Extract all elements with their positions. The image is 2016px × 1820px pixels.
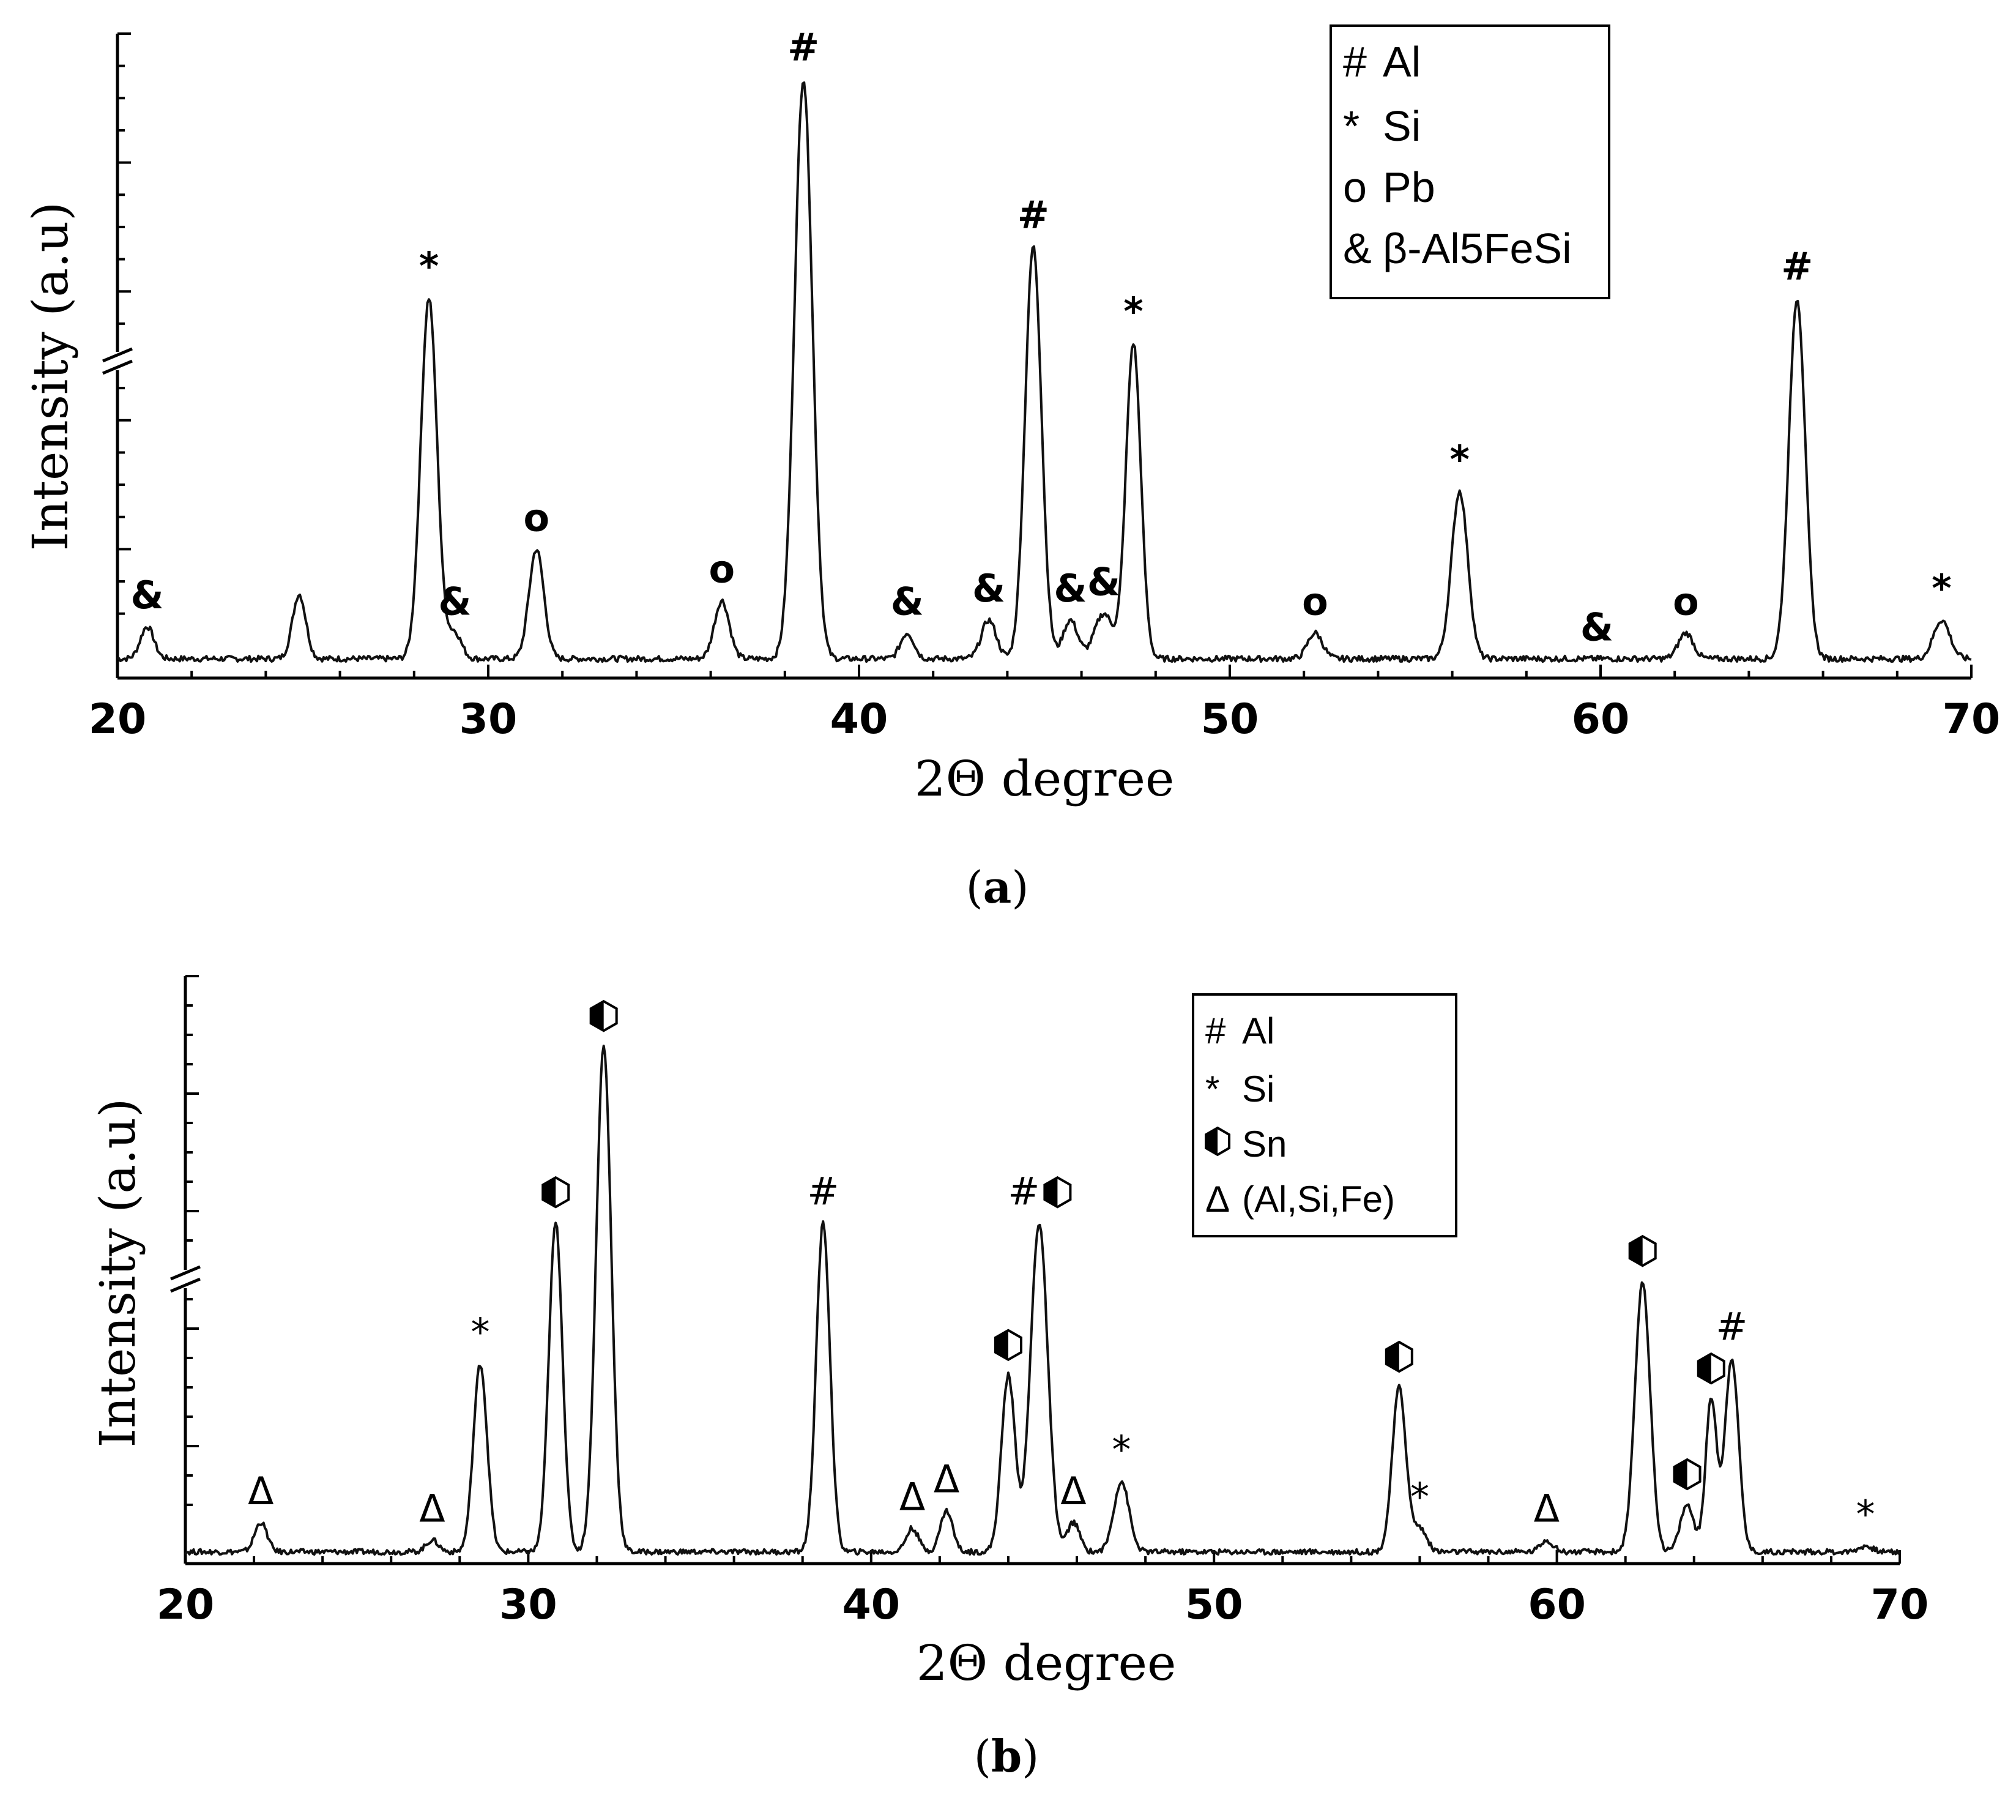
panel-b: 20 30 40 50 60 70 Δ Δ*#Δ Δ#Δ** Δ#* 2Θ degree Int…	[89, 975, 1929, 1782]
panel-b-sn-marker-icon	[1673, 1458, 1702, 1491]
panel-a-peak-marker: #	[787, 25, 819, 70]
legend-b-si-label: Si	[1242, 1069, 1274, 1110]
panel-a-peak-marker: *	[1123, 289, 1143, 334]
panel-b-x-tick-label: 20	[157, 1581, 215, 1629]
panel-a-peak-marker: *	[419, 244, 439, 289]
caption-b: (b)	[974, 1730, 1040, 1782]
panel-a-axis-break	[102, 347, 133, 375]
panel-a-peak-marker: &	[130, 573, 163, 617]
legend-a-al5fesi-label: β-Al5FeSi	[1383, 225, 1572, 272]
panel-b-sn-marker-icon	[1043, 1176, 1072, 1209]
panel-a-peak-marker: #	[1017, 192, 1049, 237]
panel-a-peak-marker: o	[1302, 579, 1328, 624]
legend-b-al-symbol: #	[1205, 1010, 1226, 1051]
panel-b-x-tick-label: 30	[499, 1581, 557, 1629]
panel-a-peak-marker: o	[709, 547, 735, 592]
panel-a-peak-marker: &	[972, 566, 1005, 611]
caption-a: (a)	[966, 861, 1029, 913]
panel-a-peak-markers: &*&oo#& &#& &*o*&o#*	[130, 25, 1951, 650]
panel-b-diffraction-trace	[184, 1045, 1901, 1556]
panel-a-peak-marker: *	[1932, 566, 1951, 611]
panel-a-peak-marker: &	[891, 579, 924, 624]
panel-b-peak-marker: *	[471, 1310, 489, 1355]
panel-a-x-tick-label: 70	[1943, 695, 2001, 744]
legend-a-pb-label: Pb	[1383, 163, 1435, 211]
panel-b-peak-marker: Δ	[899, 1474, 925, 1519]
panel-b-sn-marker-icon	[1628, 1234, 1657, 1267]
panel-b-y-label: Intensity (a.u)	[89, 1098, 146, 1448]
panel-b-peak-marker: Δ	[1060, 1469, 1086, 1513]
panel-b-sn-marker-icon	[1385, 1340, 1413, 1373]
panel-a-x-label: 2Θ degree	[915, 750, 1175, 807]
legend-b-si-symbol: *	[1205, 1069, 1219, 1110]
panel-a: 20 30 40 50 60 70 &*&oo#& &#& &*o*&o#* 2Θ degre…	[22, 24, 2001, 913]
panel-a-x-tick-label: 40	[830, 695, 888, 744]
panel-b-sn-marker-icon	[1697, 1352, 1725, 1385]
panel-b-x-tick-label: 70	[1871, 1581, 1929, 1629]
panel-a-x-ticks: 20 30 40 50 60 70	[89, 665, 2001, 744]
panel-a-peak-marker: &	[1054, 566, 1087, 611]
panel-b-peak-marker: #	[807, 1169, 839, 1214]
legend-a-al-symbol: #	[1343, 38, 1367, 86]
panel-b-y-ticks	[185, 975, 199, 1506]
legend-b-sn-icon	[1205, 1126, 1230, 1157]
panel-a-peak-marker: o	[523, 495, 549, 540]
panel-b-peak-marker: *	[1856, 1492, 1875, 1537]
panel-a-peak-marker: &	[1580, 605, 1613, 649]
panel-b-peak-marker: Δ	[1534, 1486, 1560, 1531]
panel-b-sn-marker-icon	[994, 1329, 1022, 1362]
panel-b-peak-marker: Δ	[934, 1457, 959, 1502]
panel-b-peak-marker: #	[1716, 1304, 1747, 1349]
panel-b-axis-break	[170, 1265, 201, 1293]
legend-a-si-label: Si	[1383, 102, 1421, 150]
panel-b-peak-marker: #	[1008, 1169, 1040, 1214]
panel-b-peak-marker: *	[1410, 1474, 1429, 1519]
panel-b-x-label: 2Θ degree	[917, 1635, 1177, 1691]
panel-b-sn-marker-icon	[589, 999, 618, 1032]
panel-a-y-ticks	[117, 32, 131, 615]
panel-b-peak-marker: Δ	[419, 1486, 445, 1531]
legend-a-pb-symbol: o	[1343, 163, 1367, 211]
panel-a-peak-marker: *	[1450, 438, 1470, 482]
legend-a-al-label: Al	[1383, 38, 1421, 86]
panel-a-x-tick-label: 30	[459, 695, 518, 744]
panel-a-x-tick-label: 20	[89, 695, 147, 744]
panel-b-x-tick-label: 60	[1528, 1581, 1586, 1629]
legend-b-al-label: Al	[1242, 1010, 1274, 1051]
panel-a-peak-marker: &	[1087, 560, 1120, 605]
panel-a-y-label: Intensity (a.u)	[22, 202, 79, 551]
panel-b-peak-markers: Δ Δ*#Δ Δ#Δ** Δ#*	[248, 999, 1875, 1537]
panel-a-peak-marker: #	[1781, 244, 1813, 289]
legend-b-alsife-label: (Al,Si,Fe)	[1242, 1179, 1395, 1220]
panel-a-x-tick-label: 60	[1572, 695, 1630, 744]
panel-b-peak-marker: Δ	[248, 1469, 273, 1513]
legend-a-al5fesi-symbol: &	[1343, 225, 1372, 272]
panel-a-peak-marker: o	[1673, 579, 1699, 624]
panel-b-sn-marker-icon	[541, 1176, 570, 1209]
panel-a-diffraction-trace	[117, 81, 1972, 663]
panel-b-peak-marker: *	[1112, 1428, 1131, 1472]
panel-b-legend: # Al * Si Sn Δ (Al,Si,Fe)	[1192, 993, 1457, 1237]
legend-a-si-symbol: *	[1343, 102, 1359, 150]
panel-b-x-tick-label: 50	[1185, 1581, 1243, 1629]
panel-b-x-ticks: 20 30 40 50 60 70	[157, 1550, 1929, 1629]
panel-b-x-tick-label: 40	[842, 1581, 900, 1629]
legend-b-sn-label: Sn	[1242, 1124, 1287, 1165]
legend-b-alsife-symbol: Δ	[1205, 1179, 1230, 1220]
panel-a-legend: # Al * Si o Pb & β-Al5FeSi	[1330, 24, 1610, 299]
panel-a-x-tick-label: 50	[1201, 695, 1259, 744]
panel-a-peak-marker: &	[438, 579, 471, 624]
